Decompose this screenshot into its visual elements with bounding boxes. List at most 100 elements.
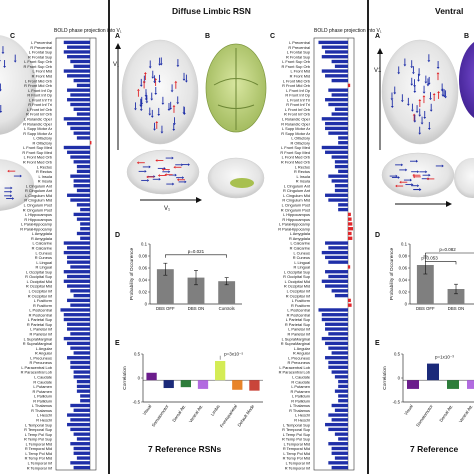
region-label: L Occipital Inf — [29, 289, 53, 294]
node-arrow-head — [426, 177, 429, 181]
y-tick-label: 0.04 — [139, 278, 148, 283]
region-bar — [73, 64, 90, 68]
region-label: R Temporal Mid — [25, 446, 52, 451]
region-label: L Rectus — [295, 164, 310, 169]
region-label: R Front Inf Op — [27, 93, 52, 98]
y-tick-label: -0.5 — [133, 400, 141, 405]
y-tick-label: 0.5 — [394, 352, 401, 357]
region-bar — [328, 413, 348, 417]
region-bar — [76, 169, 90, 174]
node-arrow-head — [423, 116, 427, 119]
y-axis-label: Probability of Occurence — [129, 248, 135, 301]
region-label: L Calcarine — [32, 241, 52, 246]
region-label: R Rectus — [36, 169, 52, 174]
node-arrow-head — [145, 101, 149, 104]
region-bar — [67, 322, 90, 326]
region-label: L Precentral — [31, 40, 52, 45]
region-label: L Heschl — [295, 413, 310, 418]
middle-label-c: C — [270, 33, 276, 40]
region-bar — [334, 408, 348, 412]
region-bar — [67, 55, 90, 59]
region-label: R Front Med Orb — [23, 160, 52, 165]
region-bar — [334, 184, 348, 188]
node-arrow-head — [143, 72, 147, 75]
region-bar — [73, 131, 90, 135]
region-bar — [348, 265, 351, 269]
region-label: L Amygdala — [290, 231, 311, 236]
region-label: L Putamen — [291, 384, 310, 389]
node-arrow-head — [184, 180, 187, 184]
region-label: L Occipital Mid — [285, 279, 310, 284]
y-axis-label: Probability of Occurence — [389, 248, 395, 301]
region-label: L Caudate — [34, 375, 52, 380]
region-label: L Lingual — [36, 260, 52, 265]
p-value-annotation: p=0.053 — [421, 255, 438, 260]
region-bar — [328, 360, 348, 365]
region-label: R Cuneus — [35, 255, 52, 260]
node-arrow-head — [169, 107, 173, 110]
node-arrow-head — [395, 184, 398, 188]
node-arrow-head — [418, 99, 422, 102]
region-bar — [70, 289, 90, 293]
region-bar — [63, 69, 90, 73]
region-label: L Cingulum Mid — [25, 193, 52, 198]
region-bar — [80, 207, 90, 212]
y-tick-label: 0.06 — [399, 266, 408, 271]
bar — [180, 380, 191, 388]
region-bar — [338, 379, 348, 384]
region-bar — [63, 313, 90, 317]
middle-label-d: D — [115, 232, 121, 239]
region-label: R Insula — [38, 179, 53, 184]
bar — [427, 363, 439, 381]
region-bar — [73, 107, 90, 111]
region-bar — [70, 332, 90, 336]
node-arrow-head — [136, 88, 140, 91]
bar — [146, 372, 157, 381]
region-label: R Caudate — [33, 379, 52, 384]
region-bar — [70, 174, 90, 178]
region-bar — [334, 375, 348, 379]
region-bar — [328, 174, 348, 178]
node-arrow-head — [174, 173, 177, 177]
region-label: L Rolandic Oper — [24, 117, 53, 122]
region-bar — [67, 274, 90, 279]
region-label: L Front Sup Med — [23, 145, 52, 150]
region-label: L Front Med Orb — [24, 155, 52, 160]
region-bar — [325, 322, 348, 326]
region-bar — [80, 222, 90, 226]
category-label: Controls — [219, 306, 235, 311]
middle-occurrence-chart: 0 0.02 0.04 0.06 0.08 0.1 Probability of Occur… — [129, 242, 242, 311]
region-bar — [76, 456, 90, 460]
region-label: R Front Mid Orb — [282, 83, 310, 88]
region-bar — [328, 246, 348, 250]
node-arrow-head — [185, 80, 188, 83]
y-tick-label: 0.02 — [399, 290, 408, 295]
region-bar — [63, 336, 90, 341]
node-arrow-head — [139, 84, 143, 87]
region-bar — [331, 451, 348, 455]
region-bar — [63, 145, 90, 150]
region-bar — [334, 188, 348, 193]
node-arrow-head — [173, 123, 176, 126]
region-label: R Temporal Sup — [24, 427, 52, 432]
node-arrow-head — [140, 102, 144, 105]
node-arrow-head — [440, 89, 444, 92]
region-label: R Putamen — [33, 389, 52, 394]
region-bar — [80, 236, 90, 240]
region-bar — [70, 403, 90, 408]
bar — [187, 277, 205, 304]
bar — [232, 380, 243, 390]
y-axis-label: Correlation — [122, 366, 128, 390]
node-arrow-head — [441, 94, 445, 97]
region-label: L Cingulum Mid — [283, 193, 310, 198]
region-bar — [334, 456, 348, 460]
region-label: L Thalamus — [290, 403, 310, 408]
node-arrow-head — [13, 60, 17, 63]
bar — [467, 380, 474, 389]
region-label: R Fusiform — [291, 303, 310, 308]
bar — [163, 380, 174, 389]
node-arrow-head — [158, 80, 161, 83]
region-bar — [63, 241, 90, 245]
region-bar — [325, 422, 348, 427]
